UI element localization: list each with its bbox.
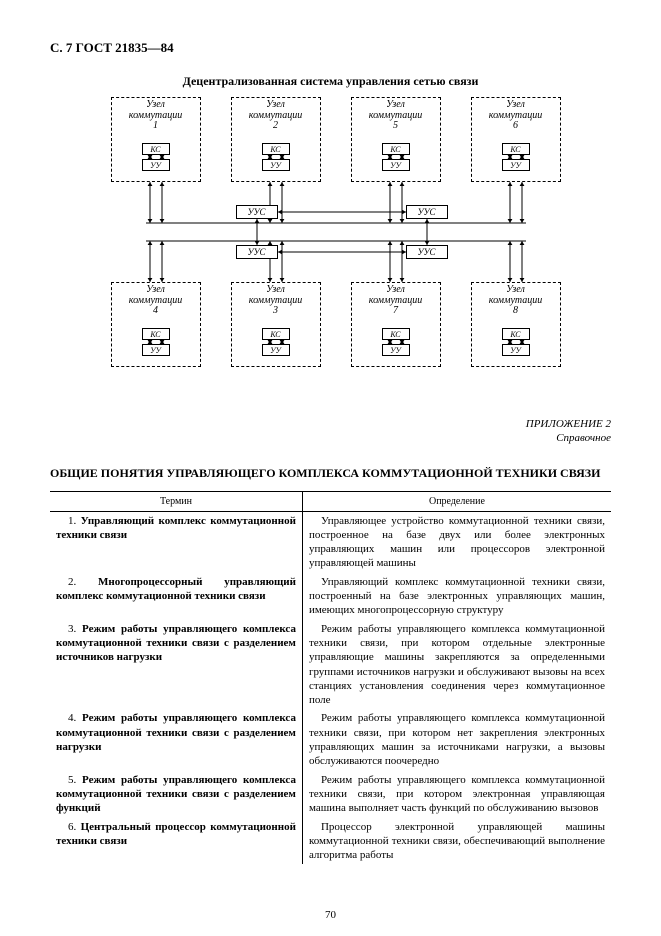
definition-cell: Управляющее устройство коммутационной те… <box>302 511 611 573</box>
definition-cell: Режим работы управляющего комплекса комм… <box>302 771 611 818</box>
definition-cell: Управляющий комплекс коммутационной техн… <box>302 573 611 620</box>
appendix-note: Справочное <box>556 432 611 444</box>
terms-table: Термин Определение 1. Управляющий компле… <box>50 491 611 865</box>
network-diagram: Узелкоммутации1КСУУУзелкоммутации2КСУУУз… <box>86 97 576 367</box>
term-cell: 4. Режим работы управляющего комплекса к… <box>50 709 302 770</box>
appendix-label: ПРИЛОЖЕНИЕ 2 Справочное <box>50 417 611 446</box>
terms-body: 1. Управляющий комплекс коммутационной т… <box>50 511 611 864</box>
uuc-box: УУС <box>406 245 448 259</box>
definition-cell: Процессор электронной управляющей машины… <box>302 818 611 865</box>
term-cell: 3. Режим работы управляющего комплекса к… <box>50 620 302 710</box>
uuc-box: УУС <box>236 205 278 219</box>
diagram-wires <box>86 97 576 367</box>
definition-cell: Режим работы управляющего комплекса комм… <box>302 620 611 710</box>
diagram-title: Децентрализованная система управления се… <box>50 74 611 89</box>
col-def-header: Определение <box>302 491 611 511</box>
page-header: С. 7 ГОСТ 21835—84 <box>50 40 611 56</box>
uuc-box: УУС <box>406 205 448 219</box>
appendix-number: ПРИЛОЖЕНИЕ 2 <box>526 418 611 430</box>
term-cell: 6. Центральный процессор коммутационной … <box>50 818 302 865</box>
term-cell: 5. Режим работы управляющего комплекса к… <box>50 771 302 818</box>
col-term-header: Термин <box>50 491 302 511</box>
uuc-box: УУС <box>236 245 278 259</box>
definition-cell: Режим работы управляющего комплекса комм… <box>302 709 611 770</box>
term-cell: 2. Многопроцессорный управляющий комплек… <box>50 573 302 620</box>
page-number: 70 <box>0 909 661 921</box>
term-cell: 1. Управляющий комплекс коммутационной т… <box>50 511 302 573</box>
section-title: ОБЩИЕ ПОНЯТИЯ УПРАВЛЯЮЩЕГО КОМПЛЕКСА КОМ… <box>50 466 611 481</box>
